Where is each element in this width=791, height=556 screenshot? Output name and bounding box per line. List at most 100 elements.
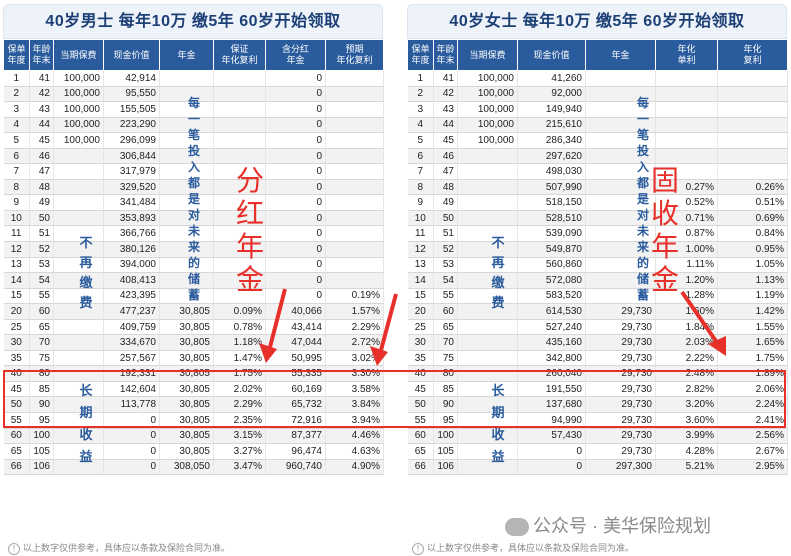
table-cell: 1.75%: [213, 365, 266, 382]
table-cell: [325, 163, 384, 180]
table-cell: 14: [407, 272, 434, 289]
table-row: 9 49 341,484 0: [3, 194, 384, 211]
table-cell: 42,914: [103, 70, 160, 87]
table-cell: [53, 334, 104, 351]
table-row: 45 85 191,550 29,730 2.82% 2.06%: [407, 381, 788, 398]
table-row: 2 42 100,000 95,550 0: [3, 86, 384, 103]
table-cell: 308,050: [159, 459, 214, 476]
left-header-1: 年龄 年末: [29, 39, 54, 71]
table-cell: 100,000: [457, 86, 518, 103]
table-row: 65 105 0 29,730 4.28% 2.67%: [407, 443, 788, 460]
table-cell: 507,990: [517, 179, 586, 196]
table-cell: 0.95%: [717, 241, 788, 258]
table-cell: 2.56%: [717, 428, 788, 445]
table-cell: [457, 459, 518, 476]
table-cell: 2.24%: [717, 396, 788, 414]
table-cell: 52: [29, 241, 54, 258]
table-row: 14 54 572,080 1.20% 1.13%: [407, 272, 788, 289]
table-cell: 43: [433, 101, 458, 118]
table-cell: 70: [433, 334, 458, 351]
table-cell: 41: [29, 70, 54, 87]
table-cell: [585, 210, 656, 227]
table-cell: [325, 257, 384, 274]
table-cell: [457, 428, 518, 445]
table-cell: 3.84%: [325, 396, 384, 414]
left-label-longterm: 长期收益: [79, 383, 93, 464]
table-cell: 30,805: [159, 443, 214, 460]
table-row: 35 75 257,567 30,805 1.47% 50,995 3.02%: [3, 350, 384, 367]
table-cell: [585, 179, 656, 196]
table-cell: 9: [3, 194, 30, 211]
table-cell: 100,000: [53, 101, 104, 118]
table-row: 11 51 366,766 0: [3, 225, 384, 243]
table-cell: 8: [3, 179, 30, 196]
table-cell: 297,620: [517, 148, 586, 165]
table-cell: 113,778: [103, 396, 160, 414]
table-cell: 1.55%: [717, 319, 788, 336]
table-row: 2 42 100,000 92,000: [407, 86, 788, 103]
table-cell: 57,430: [517, 428, 586, 445]
table-cell: 10: [3, 210, 30, 227]
table-cell: [325, 117, 384, 134]
table-cell: 2.02%: [213, 381, 266, 398]
right-label-longterm: 长期收益: [491, 383, 505, 464]
table-cell: [585, 257, 656, 274]
table-cell: [213, 148, 266, 165]
table-cell: [325, 241, 384, 258]
table-cell: 100,000: [53, 70, 104, 87]
table-row: 20 60 477,237 30,805 0.09% 40,066 1.57%: [3, 303, 384, 320]
table-cell: 306,844: [103, 148, 160, 165]
table-cell: 0: [265, 272, 326, 289]
table-cell: 1.42%: [717, 303, 788, 320]
left-header-7: 预期 年化复利: [325, 39, 384, 71]
table-cell: [213, 288, 266, 305]
right-label-nopay: 不再缴费: [491, 235, 505, 310]
table-cell: 75: [29, 350, 54, 367]
table-cell: 408,413: [103, 272, 160, 289]
table-cell: 9: [407, 194, 434, 211]
table-cell: 539,090: [517, 225, 586, 243]
table-cell: 366,766: [103, 225, 160, 243]
table-cell: [325, 86, 384, 103]
table-cell: 54: [29, 272, 54, 289]
left-table-header: 保单 年度 年龄 年末 当期保费 现金价值 年金 保证 年化复利 含分红 年金 预期 年化复利: [3, 39, 384, 71]
table-cell: 0: [265, 70, 326, 87]
table-cell: [159, 210, 214, 227]
table-cell: 0: [265, 163, 326, 180]
table-cell: 60: [29, 303, 54, 320]
table-cell: [325, 272, 384, 289]
table-cell: 30,805: [159, 319, 214, 336]
table-row: 13 53 560,860 1.11% 1.05%: [407, 257, 788, 274]
table-cell: [213, 225, 266, 243]
table-cell: [717, 86, 788, 103]
left-header-5: 保证 年化复利: [213, 39, 266, 71]
table-cell: 0: [103, 443, 160, 460]
table-cell: [717, 148, 788, 165]
table-cell: [457, 163, 518, 180]
table-cell: 30: [3, 334, 30, 351]
watermark: 公众号 · 美华保险规划: [505, 512, 711, 538]
table-cell: 20: [3, 303, 30, 320]
table-cell: 30,805: [159, 334, 214, 351]
table-cell: [159, 101, 214, 118]
table-cell: [53, 303, 104, 320]
table-cell: 14: [3, 272, 30, 289]
table-cell: 297,300: [585, 459, 656, 476]
table-cell: 0: [265, 257, 326, 274]
table-row: 9 49 518,150 0.52% 0.51%: [407, 194, 788, 211]
table-cell: 29,730: [585, 443, 656, 460]
table-cell: 35: [3, 350, 30, 367]
table-cell: 100,000: [457, 117, 518, 134]
table-cell: 35: [407, 350, 434, 367]
table-cell: 334,670: [103, 334, 160, 351]
table-cell: [325, 70, 384, 87]
table-cell: [325, 179, 384, 196]
table-cell: [655, 101, 718, 118]
table-cell: 47: [433, 163, 458, 180]
table-cell: 30,805: [159, 350, 214, 367]
table-cell: 65: [3, 443, 30, 460]
table-cell: 80: [433, 365, 458, 382]
table-cell: 1: [3, 70, 30, 87]
table-cell: 0: [265, 117, 326, 134]
table-cell: [159, 288, 214, 305]
